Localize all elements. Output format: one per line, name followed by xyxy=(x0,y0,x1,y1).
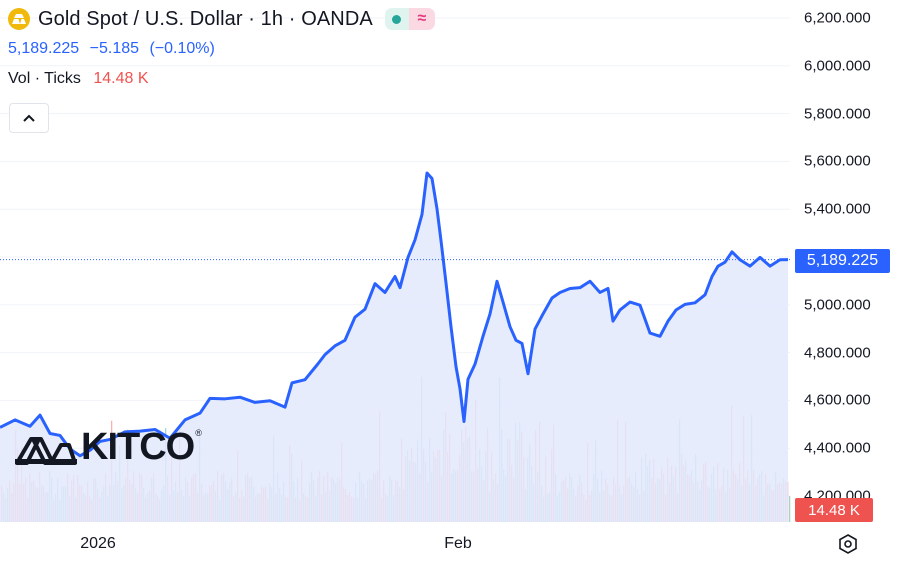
price-tick-label: 5,600.000 xyxy=(804,152,871,170)
collapse-legend-button[interactable] xyxy=(9,103,49,133)
price-tick-label: 5,800.000 xyxy=(804,105,871,123)
current-price-label: 5,189.225 xyxy=(795,249,890,273)
time-label-feb: Feb xyxy=(444,535,472,552)
volume-legend[interactable]: Vol · Ticks 14.48 K xyxy=(8,70,149,88)
approx-icon: ≈ xyxy=(408,8,435,30)
chevron-up-icon xyxy=(23,114,35,122)
price-area-fill xyxy=(0,172,788,522)
symbol-header[interactable]: Gold Spot / U.S. Dollar · 1h · OANDA ≈ xyxy=(8,6,435,32)
price-tick-label: 4,600.000 xyxy=(804,391,871,409)
chart-settings-button[interactable] xyxy=(836,532,860,556)
volume-value: 14.48 K xyxy=(93,70,149,87)
kitco-wordmark: KITCO xyxy=(81,426,195,468)
kitco-logo-icon xyxy=(15,437,77,465)
volume-label: Vol · Ticks xyxy=(8,70,81,87)
price-tick-label: 4,800.000 xyxy=(804,344,871,362)
symbol-title[interactable]: Gold Spot / U.S. Dollar · 1h · OANDA xyxy=(38,7,373,30)
price-tick-label: 5,000.000 xyxy=(804,296,871,314)
price-line xyxy=(0,171,789,458)
registered-mark: ® xyxy=(195,428,202,438)
price-tick-label: 6,200.000 xyxy=(804,9,871,27)
volume-bar xyxy=(789,496,791,522)
time-label-2026: 2026 xyxy=(80,535,116,552)
last-price: 5,189.225 xyxy=(8,40,80,57)
price-change: −5.185 xyxy=(89,40,140,57)
status-badge[interactable]: ≈ xyxy=(384,8,435,30)
market-open-icon xyxy=(384,8,409,30)
price-tick-label: 5,400.000 xyxy=(804,200,871,218)
price-tick-label: 4,400.000 xyxy=(804,439,871,457)
volume-axis-label: 14.48 K xyxy=(795,498,873,522)
price-readout: 5,189.225 −5.185 (−0.10%) xyxy=(8,40,221,58)
settings-icon xyxy=(839,534,857,554)
gold-bars-icon xyxy=(8,8,30,30)
price-change-pct: (−0.10%) xyxy=(149,40,215,57)
price-tick-label: 6,000.000 xyxy=(804,57,871,75)
kitco-watermark: KITCO ® xyxy=(15,428,202,466)
